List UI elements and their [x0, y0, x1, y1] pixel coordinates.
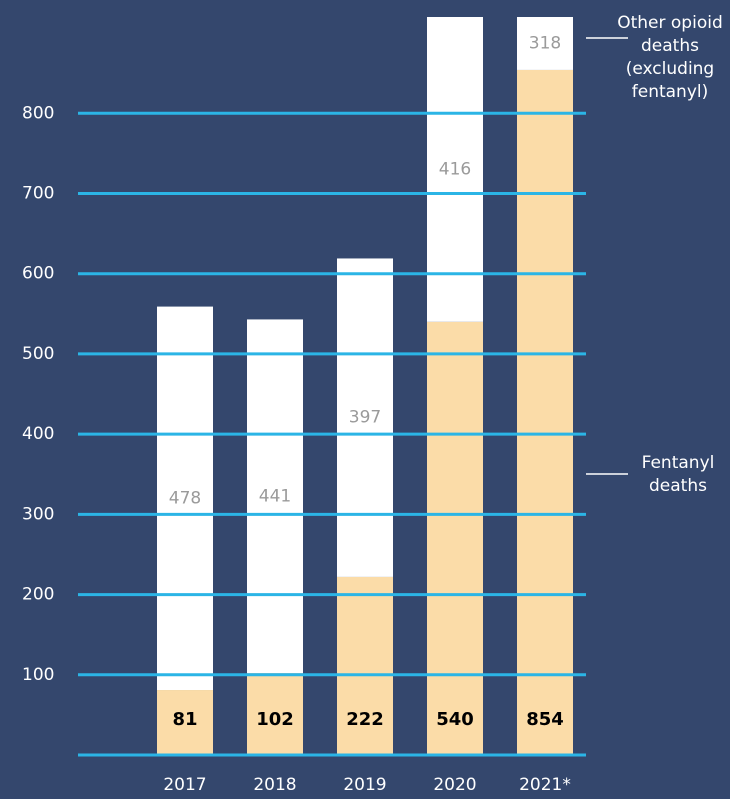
x-tick-label: 2018: [253, 775, 296, 795]
y-tick-label: 700: [22, 183, 54, 203]
y-tick-label: 400: [22, 424, 54, 444]
y-tick-label: 500: [22, 344, 54, 364]
bar-segment: [157, 306, 213, 691]
value-label: 81: [172, 709, 197, 730]
value-label: 416: [439, 159, 471, 179]
value-label: 102: [256, 709, 294, 730]
x-tick-label: 2017: [163, 775, 206, 795]
value-label: 222: [346, 709, 384, 730]
y-tick-label: 800: [22, 103, 54, 123]
x-tick-label: 2019: [343, 775, 386, 795]
bar-segment: [427, 17, 483, 322]
x-tick-label: 2020: [433, 775, 476, 795]
value-label: 478: [169, 488, 201, 508]
bar-segment: [247, 673, 303, 755]
value-label: 318: [529, 33, 561, 53]
bar-segment: [517, 17, 573, 70]
bar-segment: [337, 576, 393, 755]
value-label: 854: [526, 709, 564, 730]
value-label: 441: [259, 486, 291, 506]
value-label: 540: [436, 709, 474, 730]
value-label: 397: [349, 408, 381, 428]
bar-segment: [337, 258, 393, 577]
y-tick-label: 100: [22, 665, 54, 685]
x-tick-label: 2021*: [519, 775, 571, 795]
y-tick-label: 200: [22, 585, 54, 605]
legend-label: Other opioid deaths (excluding fentanyl): [617, 13, 723, 102]
legend-label: Fentanyl deaths: [641, 453, 715, 496]
bar-segment: [247, 319, 303, 674]
bar-segment: [427, 321, 483, 755]
bar-segment: [517, 69, 573, 755]
y-tick-label: 300: [22, 504, 54, 524]
bar-segment: [157, 690, 213, 755]
y-tick-label: 600: [22, 264, 54, 284]
